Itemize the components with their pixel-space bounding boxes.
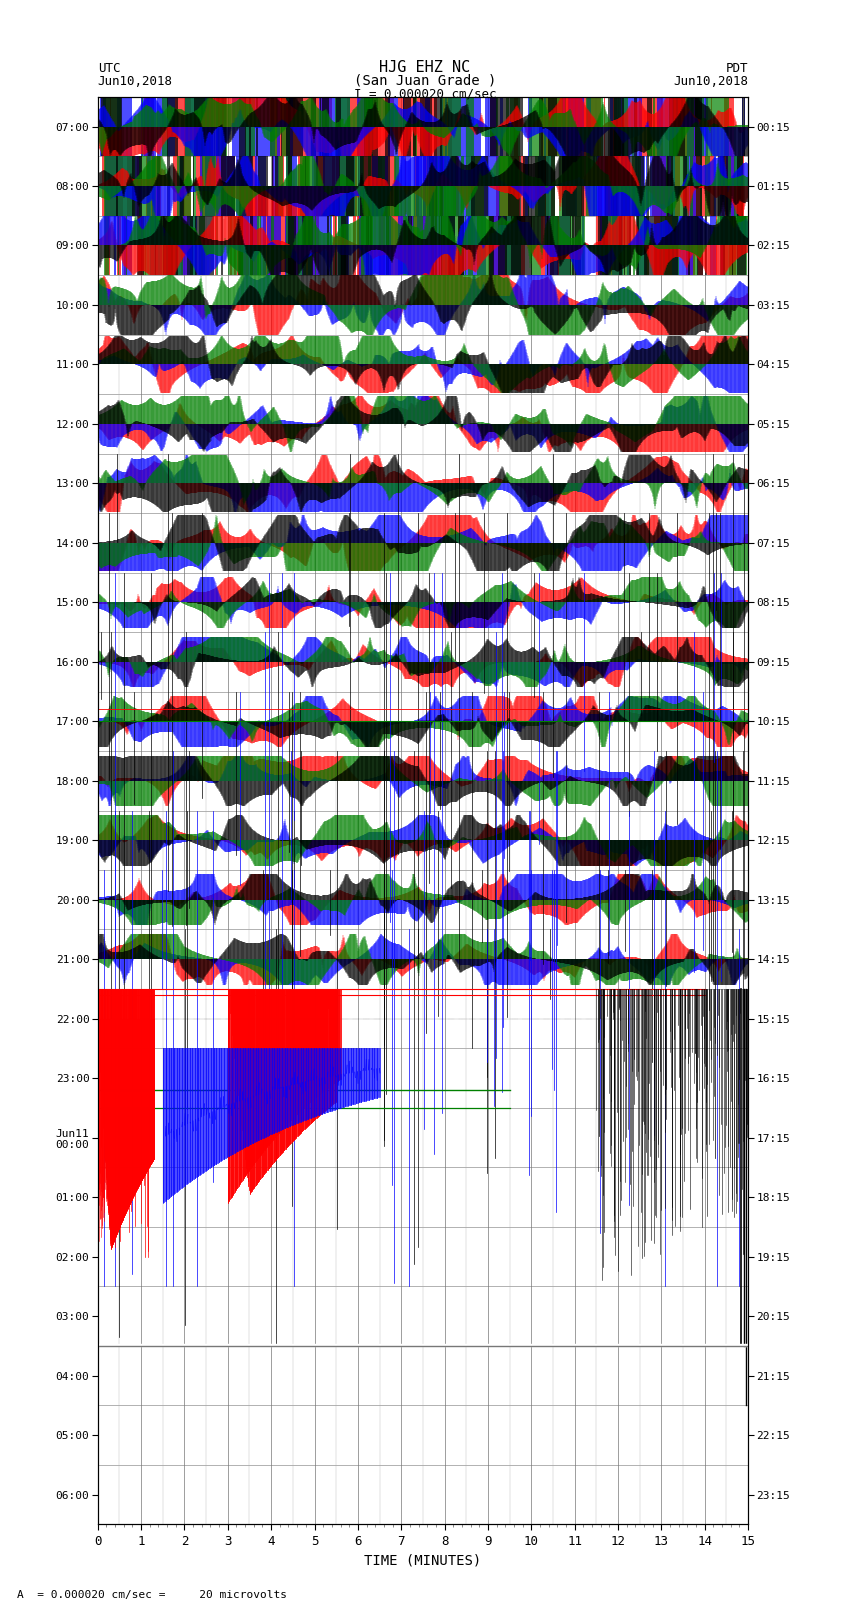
Text: Jun10,2018: Jun10,2018 [98,74,173,87]
Text: UTC: UTC [98,61,120,76]
Text: PDT: PDT [726,61,748,76]
Text: I = 0.000020 cm/sec: I = 0.000020 cm/sec [354,87,496,100]
Text: Jun10,2018: Jun10,2018 [673,74,748,87]
Text: (San Juan Grade ): (San Juan Grade ) [354,74,496,87]
X-axis label: TIME (MINUTES): TIME (MINUTES) [365,1553,481,1568]
Text: A  = 0.000020 cm/sec =     20 microvolts: A = 0.000020 cm/sec = 20 microvolts [17,1590,287,1600]
Text: HJG EHZ NC: HJG EHZ NC [379,60,471,76]
